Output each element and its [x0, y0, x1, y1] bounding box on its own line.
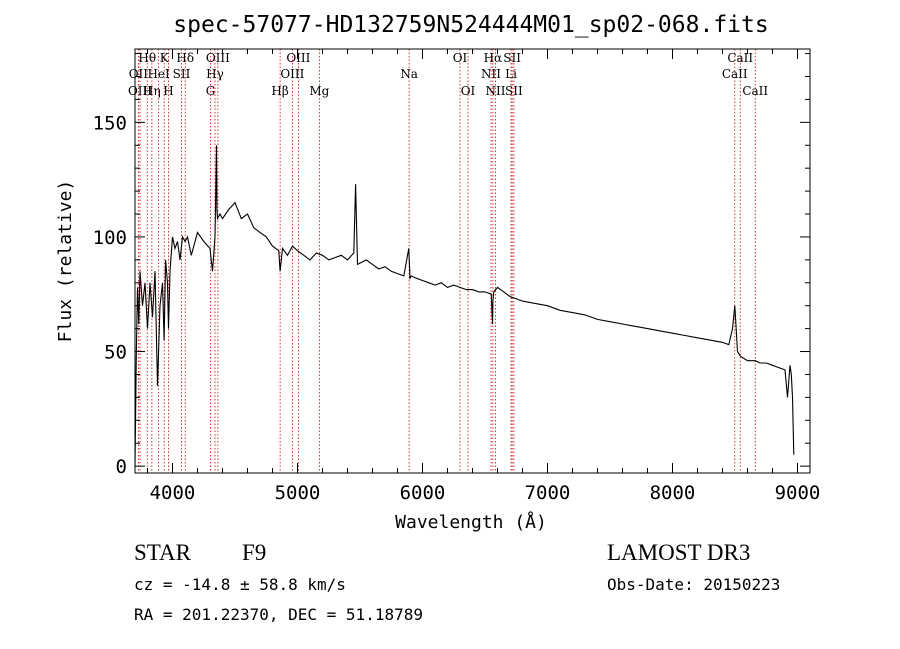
spectrum-line: [134, 145, 795, 467]
line-marker-label-24: SII: [505, 84, 523, 98]
coordinates: RA = 201.22370, DEC = 51.18789: [134, 605, 423, 624]
survey-name: LAMOST DR3: [607, 540, 750, 565]
line-marker-label-10: Hγ: [206, 67, 224, 81]
line-marker-label-15: Mg: [309, 84, 329, 98]
chart-title: spec-57077-HD132759N524444M01_sp02-068.f…: [173, 12, 768, 38]
x-tick-label-2: 6000: [400, 482, 446, 504]
line-marker-label-7: SII: [173, 67, 191, 81]
x-tick-label-4: 8000: [650, 482, 696, 504]
line-marker-label-21: NII: [486, 84, 506, 98]
object-class: STAR: [134, 540, 192, 565]
line-marker-label-17: OI: [453, 51, 468, 65]
line-marker-label-14: OIII: [280, 67, 304, 81]
line-marker-label-22: SII: [503, 51, 521, 65]
line-marker-label-18: OI: [461, 84, 476, 98]
line-markers: [137, 49, 756, 473]
line-marker-label-25: CaII: [727, 51, 753, 65]
x-axis-label: Wavelength (Å): [395, 511, 547, 533]
y-tick-label-1: 50: [104, 342, 127, 364]
line-marker-label-3: Hη: [143, 84, 161, 98]
line-marker-label-13: OIII: [286, 51, 310, 65]
plot-frame: [134, 48, 811, 474]
line-marker-label-12: Hβ: [271, 84, 288, 98]
line-marker-label-2: OIII: [128, 84, 152, 98]
line-marker-label-19: Hα: [484, 51, 503, 65]
spectral-subclass: F9: [242, 540, 266, 565]
x-tick-label-0: 4000: [150, 482, 196, 504]
y-axis-label: Flux (relative): [55, 180, 76, 343]
line-marker-label-5: K: [160, 51, 170, 65]
x-tick-label-5: 9000: [775, 482, 821, 504]
line-marker-label-11: G: [206, 84, 216, 98]
x-tick-label-1: 5000: [275, 482, 321, 504]
y-tick-label-0: 0: [116, 456, 127, 478]
line-marker-label-20: NII: [481, 67, 501, 81]
line-marker-label-4: HeI: [147, 67, 170, 81]
y-tick-label-2: 100: [93, 227, 127, 249]
x-axis: 4000 5000 6000 7000 8000 9000: [147, 49, 821, 504]
line-marker-label-1: OII: [129, 67, 149, 81]
line-marker-label-8: Hδ: [176, 51, 194, 65]
line-marker-label-27: CaII: [742, 84, 768, 98]
x-tick-label-3: 7000: [525, 482, 571, 504]
line-marker-label-9: OIII: [206, 51, 230, 65]
redshift-info: cz = -14.8 ± 58.8 km/s: [134, 575, 346, 594]
line-marker-label-16: Na: [400, 67, 418, 81]
line-marker-label-23: Li: [505, 67, 517, 81]
y-axis: 0 50 100 150: [93, 53, 810, 478]
line-marker-label-26: CaII: [722, 67, 748, 81]
line-marker-label-0: Hθ: [138, 51, 156, 65]
line-marker-label-6: H: [163, 84, 173, 98]
y-tick-label-3: 150: [93, 112, 127, 134]
observation-date: Obs-Date: 20150223: [607, 575, 780, 594]
